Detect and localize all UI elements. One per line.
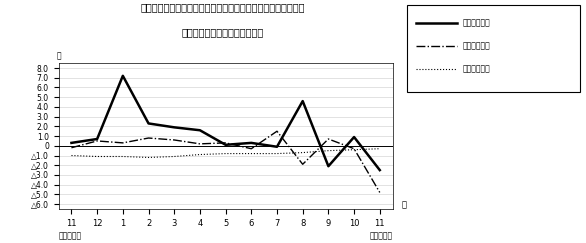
Text: （規模５人以上　調査産業計）: （規模５人以上 調査産業計） (182, 27, 264, 37)
Text: 平成２０年: 平成２０年 (370, 232, 393, 241)
Text: 月: 月 (401, 200, 407, 209)
Text: 常用雇用指数: 常用雇用指数 (463, 65, 490, 74)
Text: 総実労働時間: 総実労働時間 (463, 42, 490, 51)
Text: 第４図　　賃金、労働時間、常用雇用指数対前年同月比の推移: 第４図 賃金、労働時間、常用雇用指数対前年同月比の推移 (141, 2, 305, 12)
Text: 現金給与総額: 現金給与総額 (463, 18, 490, 28)
Text: 平成１９年: 平成１９年 (59, 232, 81, 241)
Text: ％: ％ (56, 51, 61, 60)
